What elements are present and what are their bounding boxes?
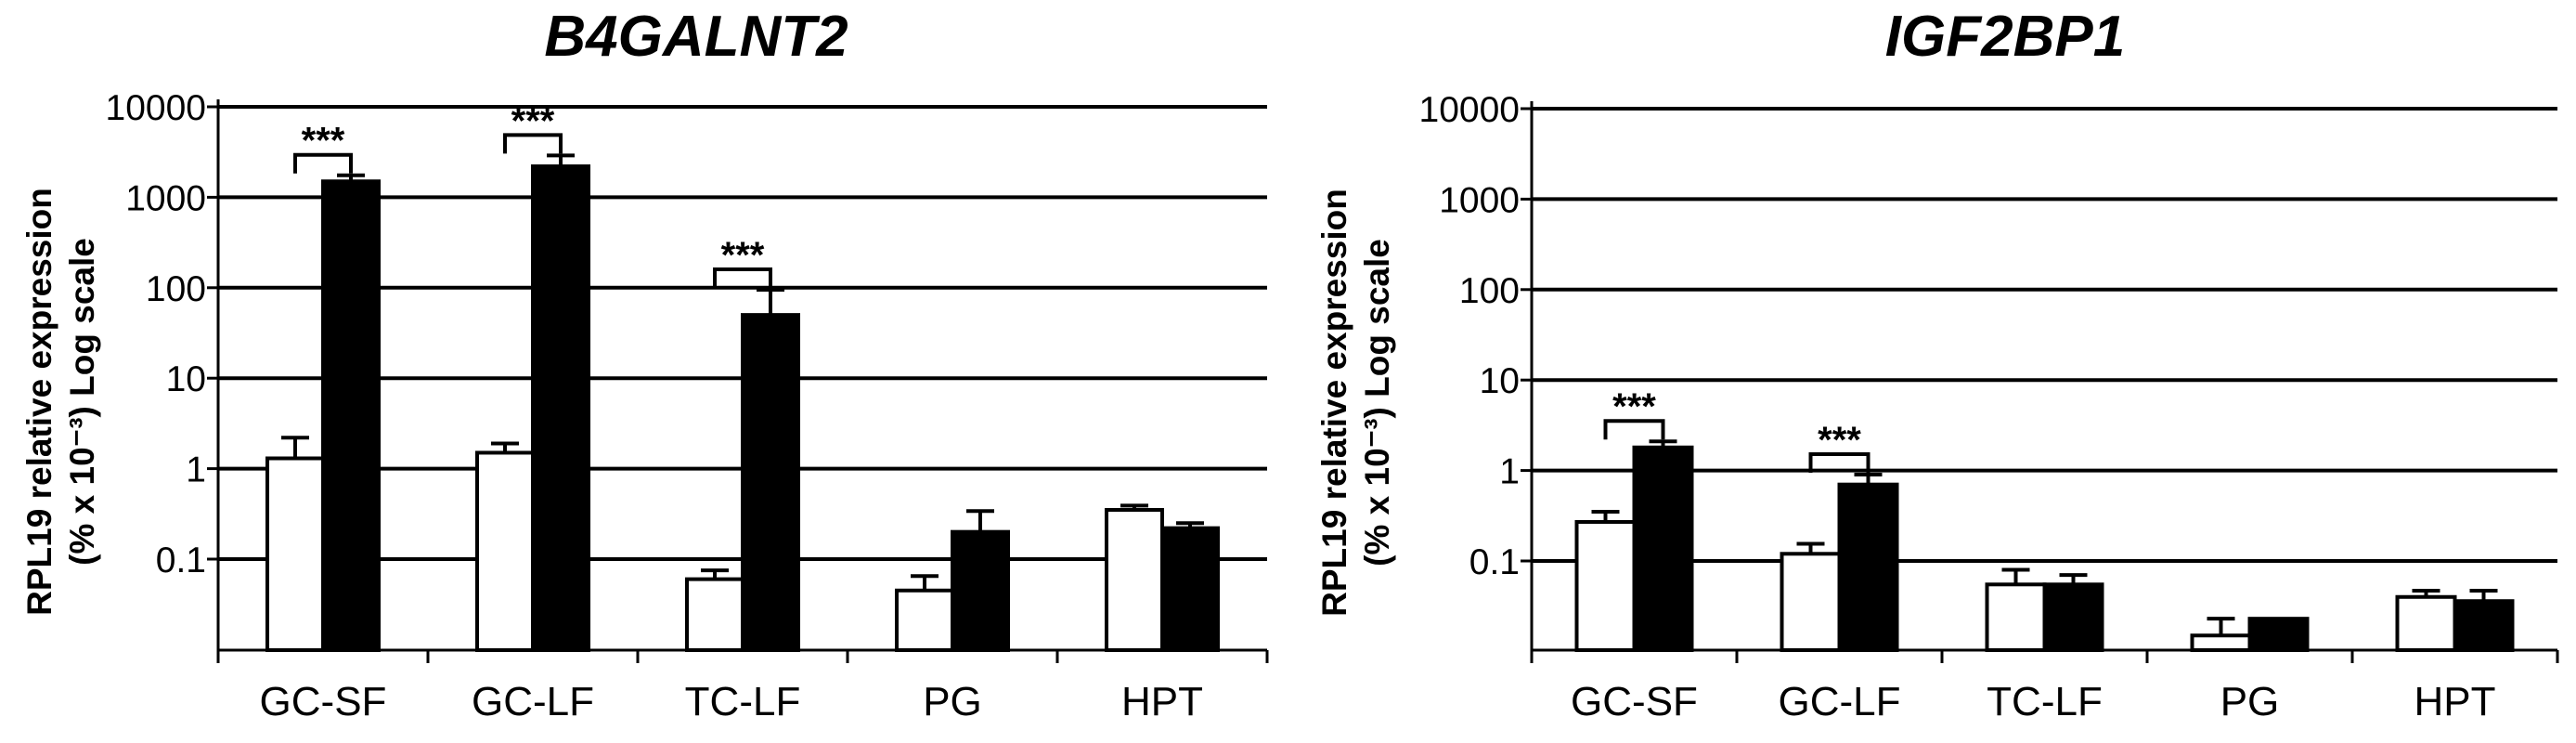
bar-open [2395, 594, 2457, 652]
significance-bracket [293, 152, 353, 174]
x-category-label: TC-LF [1987, 679, 2103, 724]
significance-label: *** [302, 121, 345, 162]
significance-bracket [713, 267, 772, 288]
bar-filled [741, 313, 800, 652]
x-category-label: HPT [2414, 679, 2496, 724]
bar-open [1574, 519, 1637, 652]
bar-filled [531, 164, 590, 652]
bar-open [1985, 582, 2047, 653]
x-category-label: PG [923, 679, 982, 724]
bar-filled [2453, 599, 2515, 652]
bar-filled [1837, 482, 1899, 652]
bar-open [265, 456, 325, 652]
x-category-label: GC-SF [1571, 679, 1698, 724]
bar-open [1105, 508, 1164, 652]
x-category-label: GC-LF [472, 679, 594, 724]
x-category-label: GC-LF [1779, 679, 1901, 724]
y-axis-label-line2: (% x 10⁻³) Log scale [63, 238, 101, 566]
significance-label: *** [1612, 386, 1656, 427]
x-category-label: HPT [1121, 679, 1203, 724]
chart-panel-1: B4GALNT2 RPL19 relative expression (% x 10… [20, 5, 1269, 724]
chart-panel-2: IGF2BP1 RPL19 relative expression (% x 10⁻… [1315, 5, 2559, 724]
bar-open [685, 577, 744, 653]
y-tick-label: 10000 [106, 88, 206, 128]
y-axis-label: RPL19 relative expression (% x 10⁻³) Log … [1315, 189, 1396, 617]
bar-open [1780, 552, 1842, 652]
bar-open [475, 450, 535, 652]
bar-open [895, 588, 954, 652]
x-category-label: GC-SF [260, 679, 387, 724]
bar-filled [2042, 582, 2104, 653]
y-axis-label-line1: RPL19 relative expression [20, 188, 58, 616]
significance-bracket [503, 133, 563, 154]
bar-filled [2247, 617, 2310, 653]
bar-filled [321, 179, 381, 652]
bar-open [2190, 633, 2252, 653]
bar-filled [951, 529, 1010, 653]
y-axis-label-line1: RPL19 relative expression [1315, 189, 1353, 617]
chart-title: IGF2BP1 [1885, 5, 2125, 69]
y-tick-label: 10 [166, 359, 206, 399]
significance-label: *** [1818, 420, 1861, 461]
y-tick-label: 0.1 [1469, 542, 1520, 582]
y-tick-label: 1000 [1439, 180, 1520, 220]
y-tick-label: 1 [1499, 452, 1520, 492]
y-tick-label: 100 [1459, 271, 1520, 311]
x-category-label: PG [2220, 679, 2280, 724]
y-tick-label: 10000 [1419, 90, 1520, 130]
x-category-label: TC-LF [685, 679, 801, 724]
significance-bracket [1808, 452, 1871, 474]
significance-label: *** [511, 100, 555, 141]
y-tick-label: 10 [1480, 361, 1520, 401]
significance-label: *** [721, 235, 765, 276]
y-axis-label: RPL19 relative expression (% x 10⁻³) Log … [20, 188, 101, 616]
bar-filled [1632, 445, 1694, 652]
significance-bracket [1603, 419, 1665, 440]
y-tick-label: 1 [186, 450, 206, 490]
chart-title: B4GALNT2 [544, 5, 848, 69]
y-tick-label: 0.1 [156, 541, 206, 580]
y-axis-label-line2: (% x 10⁻³) Log scale [1358, 239, 1396, 567]
y-tick-label: 100 [146, 269, 206, 309]
y-tick-label: 1000 [125, 178, 206, 218]
bar-filled [1160, 526, 1220, 652]
